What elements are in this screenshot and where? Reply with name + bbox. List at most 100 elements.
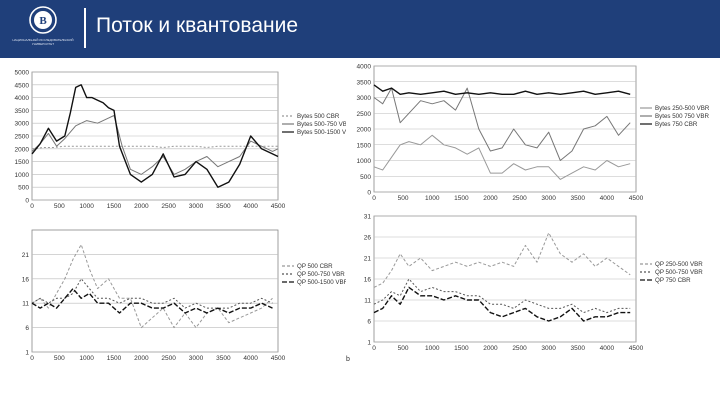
y-tick-label: 500 [360, 174, 371, 181]
x-tick-label: 2000 [134, 203, 149, 210]
chart-bottom-left: 1 6 11 16 21 0 500 1000 1500 2000 2500 3000 3500 4000… [6, 224, 346, 366]
x-tick-label: 4000 [600, 345, 615, 352]
legend-label: Bytes 500 CBR [297, 113, 340, 120]
chart-svg: 0 500 1000 1500 2000 2500 3000 3500 4000 0 500 1000… [357, 64, 710, 203]
legend-label: QP 500-1500 VBR [297, 279, 346, 286]
series-line [373, 232, 631, 288]
logo: В НАЦИОНАЛЬНЫЙ ИССЛЕДОВАТЕЛЬСКИЙ УНИВЕРС… [8, 4, 78, 52]
chart-svg: 0500100015002000250030003500400045005000… [15, 70, 346, 211]
chart-bottom-right: 1 6 11 16 21 26 31 0 500 1000 1500 2000 2500 3000 3500… [346, 210, 716, 356]
y-tick-label: 500 [18, 185, 29, 192]
header-bar: В НАЦИОНАЛЬНЫЙ ИССЛЕДОВАТЕЛЬСКИЙ УНИВЕРС… [0, 0, 720, 58]
legend-label: Bytes 250-500 VBR [655, 105, 710, 112]
y-tick-label: 3000 [15, 121, 30, 128]
x-tick-label: 1000 [425, 195, 440, 202]
y-tick-label: 21 [364, 256, 372, 263]
header-divider [84, 8, 86, 48]
x-tick-label: 500 [398, 195, 409, 202]
x-tick-label: 4500 [271, 355, 286, 362]
x-tick-label: 3500 [216, 203, 231, 210]
series-line [31, 145, 278, 150]
x-tick-label: 3500 [571, 345, 586, 352]
chart-top-left: 0 500 1000 1500 2000 2500 3000 3500 4000 4500 5000… [6, 66, 346, 216]
x-tick-label: 2000 [134, 355, 149, 362]
legend-label: Bytes 500 750 VBR [655, 113, 710, 120]
series-line [373, 286, 631, 322]
series-line [373, 278, 631, 314]
y-tick-label: 1500 [357, 142, 372, 149]
x-tick-label: 500 [54, 355, 65, 362]
x-tick-label: 2500 [161, 203, 176, 210]
y-tick-label: 2500 [15, 134, 30, 141]
series-line [31, 287, 273, 314]
y-tick-label: 1000 [357, 158, 372, 165]
x-tick-label: 0 [30, 355, 34, 362]
panel-label-b: b [346, 356, 350, 363]
hse-emblem-icon: В [29, 6, 57, 34]
x-tick-label: 1000 [79, 355, 94, 362]
series-line [31, 244, 273, 329]
y-tick-label: 1000 [15, 172, 30, 179]
legend-label: QP 500-750 VBR [297, 271, 345, 278]
x-tick-label: 4000 [243, 355, 258, 362]
y-tick-label: 26 [364, 235, 372, 242]
x-tick-label: 4000 [243, 203, 258, 210]
legend-label: Bytes 500-750 VBR [297, 121, 346, 128]
y-tick-label: 1 [25, 350, 29, 357]
y-tick-label: 6 [25, 325, 29, 332]
x-tick-label: 4000 [600, 195, 615, 202]
y-tick-label: 3500 [357, 79, 372, 86]
legend-label: Bytes 500-1500 VBR [297, 129, 346, 136]
series-line [373, 84, 631, 95]
y-tick-label: 16 [22, 276, 30, 283]
y-tick-label: 0 [367, 190, 371, 197]
x-tick-label: 500 [398, 345, 409, 352]
y-tick-label: 3000 [357, 95, 372, 102]
x-tick-label: 1500 [107, 355, 122, 362]
y-tick-label: 1500 [15, 159, 30, 166]
y-tick-label: 11 [364, 298, 371, 305]
logo-caption: НАЦИОНАЛЬНЫЙ ИССЛЕДОВАТЕЛЬСКИЙ УНИВЕРСИТ… [12, 38, 74, 46]
x-tick-label: 2500 [512, 345, 527, 352]
series-line [31, 84, 279, 188]
x-tick-label: 0 [30, 203, 34, 210]
x-tick-label: 1500 [454, 195, 469, 202]
y-tick-label: 4000 [15, 95, 30, 102]
y-tick-label: 31 [364, 214, 372, 221]
x-tick-label: 2500 [512, 195, 527, 202]
svg-text:В: В [39, 15, 47, 27]
series-line [31, 115, 279, 175]
y-tick-label: 2000 [357, 127, 372, 134]
series-line [373, 134, 631, 180]
page-title: Поток и квантование [96, 14, 299, 37]
x-tick-label: 1500 [107, 203, 122, 210]
y-tick-label: 3500 [15, 108, 30, 115]
x-tick-label: 1500 [454, 345, 469, 352]
x-tick-label: 0 [372, 195, 376, 202]
x-tick-label: 4500 [629, 345, 644, 352]
y-tick-label: 4500 [15, 82, 30, 89]
x-tick-label: 3000 [189, 355, 204, 362]
series-line [31, 278, 273, 309]
x-tick-label: 3000 [189, 203, 204, 210]
x-tick-label: 4500 [271, 203, 286, 210]
y-tick-label: 1 [367, 340, 371, 347]
legend-label: Bytes 750 CBR [655, 121, 698, 128]
legend-label: QP 750 CBR [655, 277, 691, 284]
x-tick-label: 2500 [161, 355, 176, 362]
plot-area [31, 229, 279, 353]
x-tick-label: 4500 [629, 195, 644, 202]
x-tick-label: 0 [372, 345, 376, 352]
y-tick-label: 21 [22, 252, 30, 259]
y-tick-label: 2000 [15, 146, 30, 153]
y-tick-label: 2500 [357, 111, 372, 118]
y-tick-label: 16 [364, 277, 372, 284]
legend-label: QP 500-750 VBR [655, 269, 703, 276]
x-tick-label: 2000 [483, 195, 498, 202]
y-tick-label: 4000 [357, 64, 372, 71]
x-tick-label: 1000 [79, 203, 94, 210]
y-tick-label: 6 [367, 319, 371, 326]
y-tick-label: 11 [22, 301, 29, 308]
